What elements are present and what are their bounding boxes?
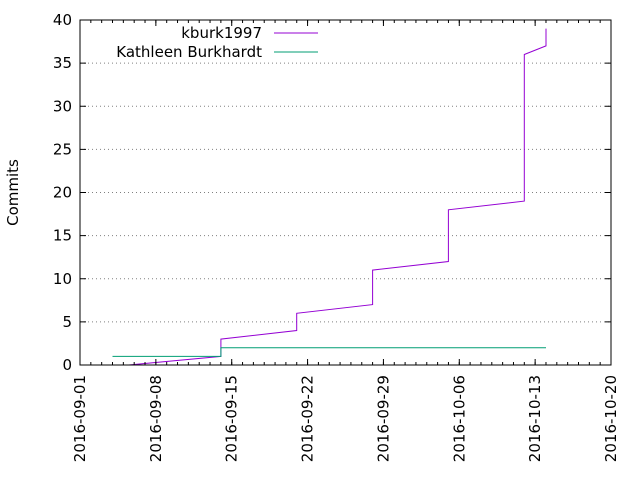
x-tick-label: 2016-10-20	[602, 375, 620, 462]
y-tick-label: 35	[53, 54, 72, 72]
x-tick-label: 2016-09-15	[223, 375, 241, 462]
plot-border	[79, 19, 612, 366]
series-line-1	[128, 28, 547, 366]
y-tick-label: 5	[62, 313, 72, 331]
y-axis-title: Commits	[4, 159, 22, 226]
y-tick-label: 25	[53, 140, 72, 158]
x-tick-label: 2016-09-22	[299, 375, 317, 462]
legend-label-2: Kathleen Burkhardt	[116, 43, 262, 61]
x-tick-label: 2016-09-08	[147, 375, 165, 462]
axis-ticks: 0 5 10 15 20 25 30 35 40 2016-09-01 2016-09-08 2016…	[53, 11, 620, 462]
y-tick-label: 30	[53, 97, 72, 115]
x-tick-label: 2016-09-01	[71, 375, 89, 462]
legend-label-1: kburk1997	[181, 24, 262, 42]
series-line-2	[112, 347, 546, 357]
series-lines	[112, 28, 547, 366]
y-tick-label: 15	[53, 227, 72, 245]
y-tick-label: 40	[53, 11, 72, 29]
y-tick-label: 10	[53, 270, 72, 288]
x-tick-label: 2016-10-13	[526, 375, 544, 462]
x-tick-label: 2016-09-29	[374, 375, 392, 462]
y-tick-label: 0	[62, 356, 72, 374]
y-tick-label: 20	[53, 184, 72, 202]
x-tick-label: 2016-10-06	[450, 375, 468, 462]
gridlines	[80, 62, 611, 323]
